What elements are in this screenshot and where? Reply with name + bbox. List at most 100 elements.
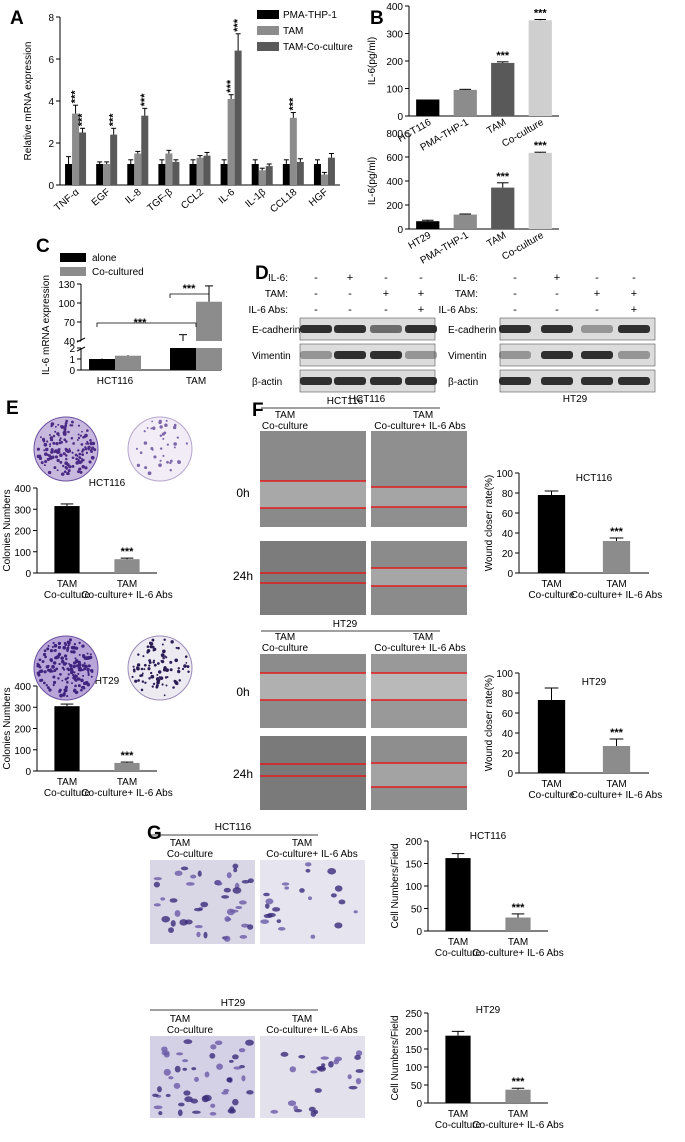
significance-mark: *** [121,750,135,762]
colony-dot [70,420,74,424]
wb-lane-sign: - [595,304,599,316]
colony-dot [64,643,68,647]
y-tick-label: 130 [58,280,75,291]
colony-dot [53,649,57,652]
colony-dot [56,655,60,659]
colony-dot [69,639,72,642]
x-tick-label: TAM [448,1109,468,1120]
colony-dot [49,649,54,653]
colony-dot [169,461,172,465]
colony-dot [151,685,154,688]
cell-blob [209,1053,216,1059]
colony-dot [68,465,70,468]
colony-dot [85,442,88,445]
x-tick-label: CCL2 [179,187,206,212]
panel-label-d: D [255,263,269,284]
colony-dot [55,667,59,671]
colony-dot [43,449,46,452]
y-axis-label: Colonies Numbers [2,687,13,769]
cell-blob [203,931,208,939]
significance-mark: *** [232,18,244,32]
colony-dot [70,669,74,674]
f-header-ht29: HT29 [333,619,358,630]
cell-blob [355,1050,363,1057]
bar [234,50,242,185]
western-blot: IL-6: - + - - TAM: - - + + IL-6 Abs: - - - + E-cadherin… [249,272,656,405]
colony-dot [71,451,74,454]
cell-blob [223,887,231,893]
y-tick-label: 250 [405,1009,422,1020]
significance-mark: *** [77,113,89,127]
colony-dot [56,432,60,436]
blot-band [405,325,437,333]
cell-blob [233,868,238,873]
colony-dot [59,437,62,440]
colony-dot [89,441,94,446]
cell-blob [152,1093,159,1098]
colony-dot [82,459,84,462]
colony-dot [183,664,187,668]
cell-blob [308,1106,316,1112]
significance-mark: *** [512,1076,526,1088]
colony-dot [74,646,79,650]
cell-blob [241,923,250,928]
colony-dot [67,644,70,647]
legend-swatch [60,267,86,276]
f-group2-line2: Co-culture+ IL-6 Abs [374,421,465,432]
cell-blob [276,919,282,924]
colony-dot [52,683,55,687]
cell-blob [287,1100,297,1107]
colony-dot [153,663,157,667]
colony-dot [93,448,97,452]
colony-dot [51,670,54,673]
blot-band [581,325,613,333]
wb-lane-sign: + [631,288,637,300]
colony-dot [65,419,69,423]
colony-dot [152,426,156,430]
y-tick-label: 100 [496,669,513,680]
x-tick-label: HT29 [407,230,434,252]
cell-blob [354,1054,361,1061]
colony-dot [63,654,68,658]
bar [89,359,115,370]
cell-blob [334,885,343,892]
panel-label-e: E [6,398,19,419]
colony-dot [62,431,65,434]
colony-dot [146,645,150,649]
colony-dot [59,673,62,676]
chart-title: HT29 [95,676,120,687]
colony-dot [158,419,162,424]
colony-dot [137,679,140,682]
legend-label: Co-cultured [92,267,144,278]
colony-dot [36,662,39,666]
colony-dot [150,427,153,430]
colony-dot [36,447,40,451]
colony-dot [53,643,58,648]
x-tick-label: TGF-β [145,187,175,214]
colony-dot [151,645,155,649]
y-tick-label: 40 [502,729,514,740]
colony-dot [67,673,70,676]
colony-dot [148,659,152,663]
colony-dot [57,645,62,649]
blot-band [370,325,402,333]
colony-dot [159,459,162,462]
cell-blob [191,1067,197,1071]
colony-dot [57,423,60,426]
y-tick-label: 200 [405,1027,422,1038]
colony-dot [90,455,95,460]
colony-dot [57,677,60,680]
colony-dot [44,459,48,464]
cell-blob [197,870,202,877]
colony-dot [77,433,80,436]
colony-dot [64,461,69,466]
colony-dot [151,448,154,451]
y-tick-label: 100 [405,1063,422,1074]
x-tick-label: IL-8 [123,187,144,207]
y-axis-label: Wound closer rate(%) [484,475,495,572]
cell-blob [280,1051,289,1057]
significance-mark: *** [534,140,548,152]
colony-dot [84,664,87,667]
svg-text:Co-culture: Co-culture [167,1025,214,1036]
x-tick-label: TAM [57,777,77,788]
